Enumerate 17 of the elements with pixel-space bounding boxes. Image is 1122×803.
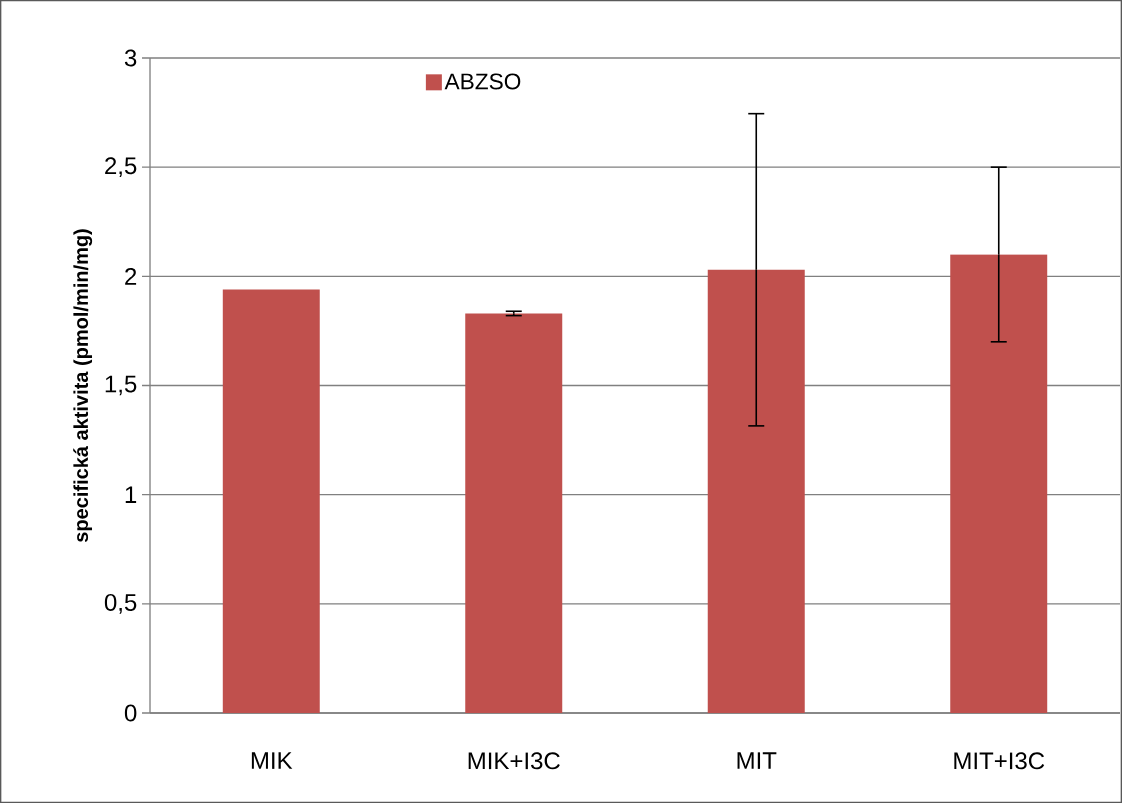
y-tick-label: 0	[124, 704, 137, 722]
legend-label: ABZSO	[444, 73, 521, 90]
y-tick-label: 3	[124, 49, 137, 67]
y-tick-label: 2	[125, 267, 137, 285]
y-tick-label: 2,5	[105, 157, 137, 178]
bar	[222, 289, 320, 713]
y-tick-label: 1,5	[105, 375, 137, 396]
bar	[465, 313, 563, 713]
x-tick-label: MIT	[737, 752, 777, 769]
bar	[707, 269, 805, 713]
y-tick-label: 1	[125, 486, 137, 503]
bar	[950, 254, 1048, 713]
x-tick-label: MIT+I3C	[954, 752, 1045, 770]
y-axis-title: specifická aktivita (pmol/min/mg)	[73, 229, 93, 543]
x-tick-label: MIK	[251, 752, 293, 769]
x-tick-label: MIK+I3C	[468, 752, 560, 770]
y-tick-label: 0,5	[104, 593, 137, 614]
